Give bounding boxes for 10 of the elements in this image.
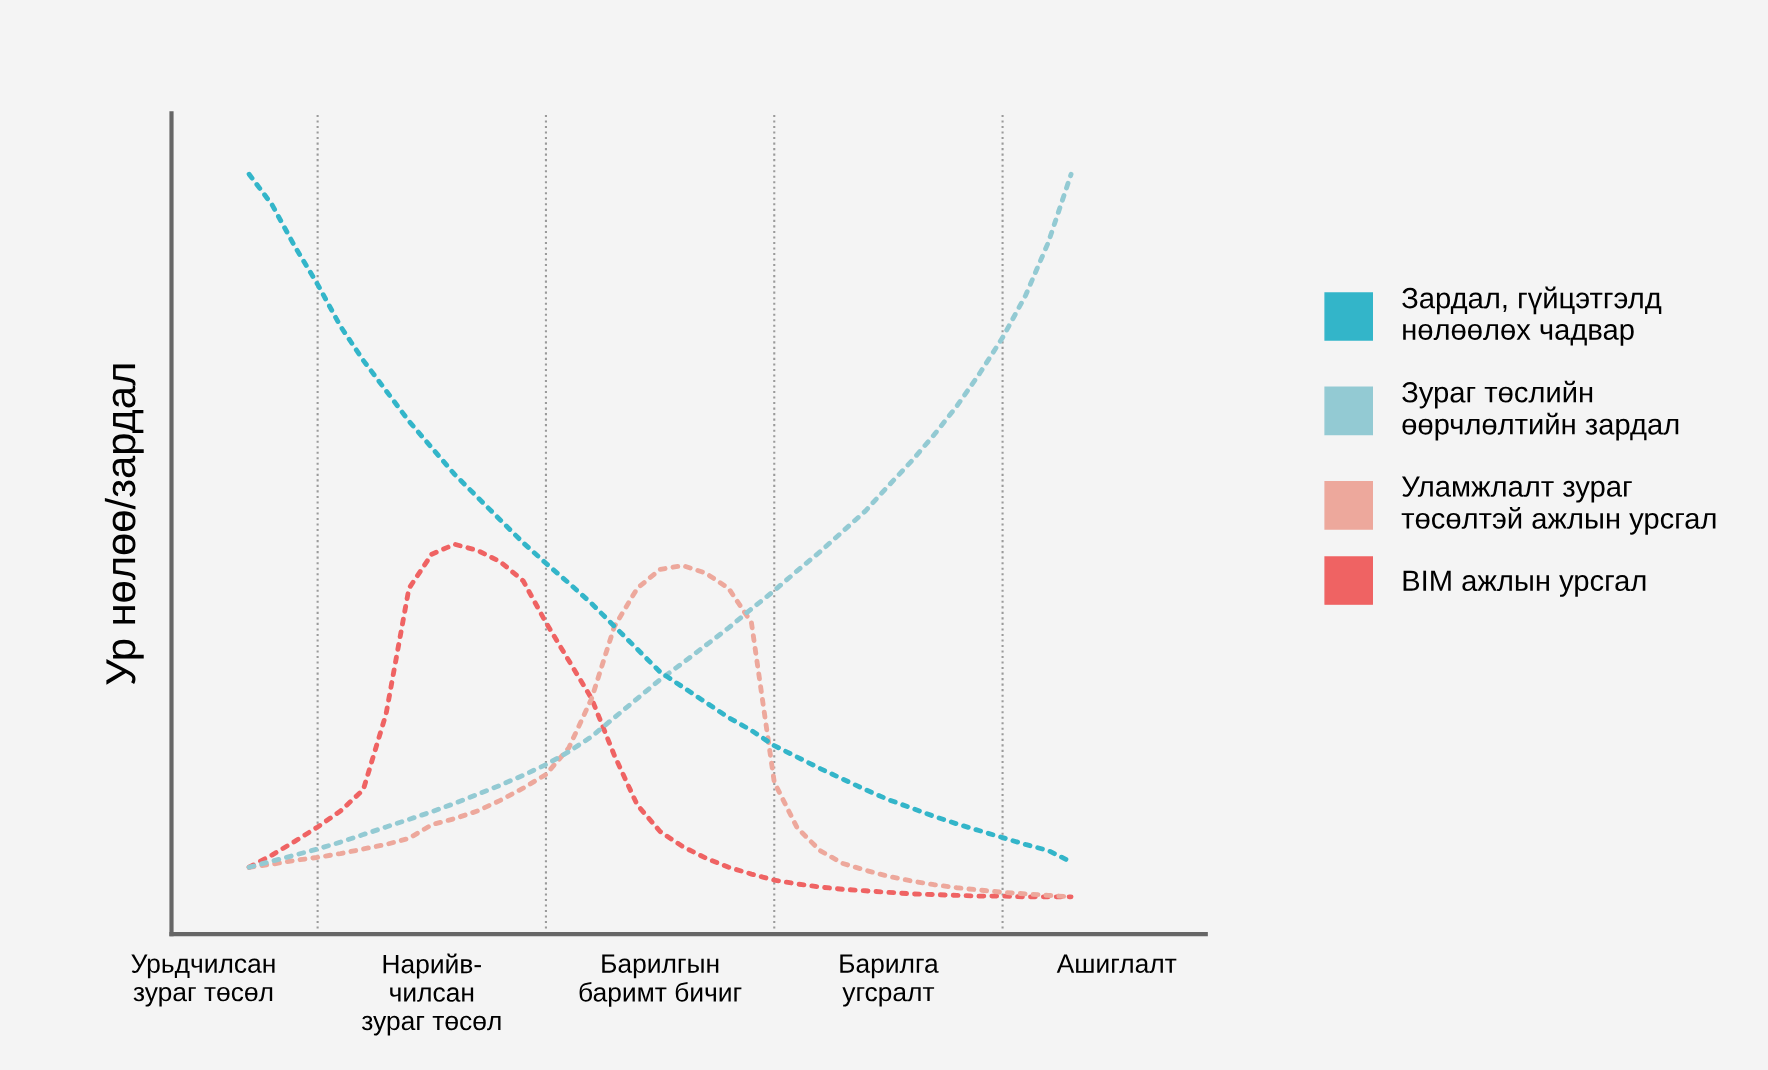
- legend-label: BIM ажлын урсгал: [1403, 570, 1646, 597]
- x-tick-label: Барилга угсралт: [840, 954, 939, 1007]
- x-tick-label: Урьдчилсан зураг төсөл: [131, 954, 275, 1007]
- legend-label: Зардал, гүйцэтгэлд нөлөөлөх чадвар: [1402, 286, 1662, 346]
- x-tick-label: Барилгын баримт бичиг: [579, 954, 742, 1007]
- legend-label: Уламжлалт зураг төсөлтэй ажлын урсгал: [1401, 476, 1716, 535]
- y-axis-title: Ур нөлөө/зардал: [104, 364, 144, 685]
- legend-label: Зураг төслийн өөрчлөлтийн зардал: [1402, 380, 1679, 441]
- x-tick-label: Ашиглалт: [1056, 954, 1177, 973]
- x-tick-label: Нарийв- чилсан зураг төсөл: [361, 953, 501, 1036]
